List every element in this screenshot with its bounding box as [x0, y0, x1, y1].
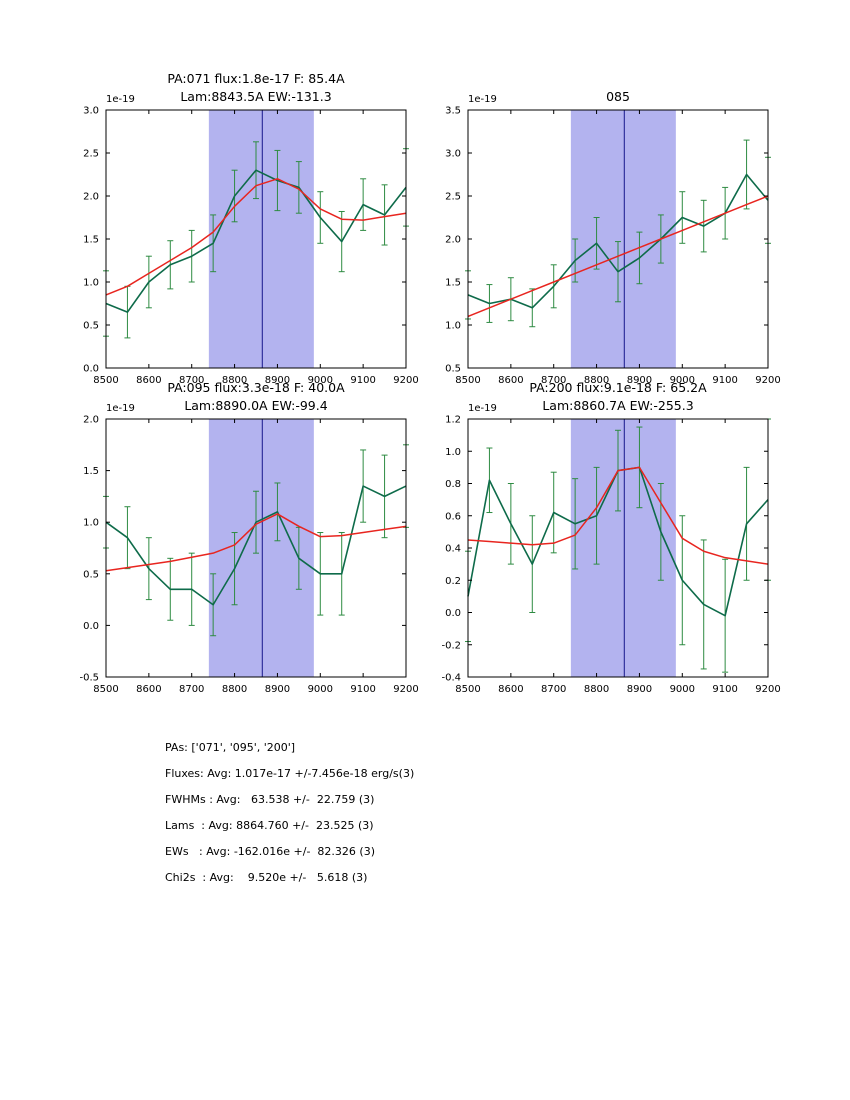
svg-text:8800: 8800: [222, 375, 247, 386]
svg-text:1e-19: 1e-19: [468, 94, 497, 105]
svg-text:0.0: 0.0: [83, 364, 99, 375]
svg-text:9100: 9100: [712, 684, 737, 695]
svg-text:1e-19: 1e-19: [468, 403, 497, 414]
summary-line-fluxes: Fluxes: Avg: 1.017e-17 +/-7.456e-18 erg/…: [165, 767, 415, 780]
svg-text:8800: 8800: [584, 684, 609, 695]
subplot-085-chart: 8500 8600 8700 8800 8900 9000 9100 9200 0.5 1.0 1.…: [445, 89, 781, 386]
svg-text:8800: 8800: [222, 684, 247, 695]
svg-text:8500: 8500: [93, 684, 118, 695]
svg-text:8900: 8900: [265, 684, 290, 695]
svg-text:3.0: 3.0: [83, 106, 99, 117]
svg-text:3.5: 3.5: [445, 106, 461, 117]
svg-text:9200: 9200: [393, 375, 418, 386]
svg-text:-0.2: -0.2: [441, 640, 461, 651]
svg-text:Lam:8890.0A EW:-99.4: Lam:8890.0A EW:-99.4: [184, 398, 327, 413]
svg-text:8700: 8700: [179, 684, 204, 695]
svg-text:Lam:8843.5A EW:-131.3: Lam:8843.5A EW:-131.3: [180, 89, 331, 104]
svg-text:8800: 8800: [584, 375, 609, 386]
svg-text:1.0: 1.0: [83, 518, 99, 529]
svg-text:8700: 8700: [541, 375, 566, 386]
svg-text:9000: 9000: [670, 684, 695, 695]
svg-text:9000: 9000: [308, 684, 333, 695]
svg-text:9000: 9000: [308, 375, 333, 386]
svg-text:0.2: 0.2: [445, 576, 461, 587]
summary-text-block: PAs: ['071', '095', '200'] Fluxes: Avg: …: [165, 740, 414, 896]
svg-text:1.5: 1.5: [83, 466, 99, 477]
svg-text:PA:071 flux:1.8e-17 F: 85.4A: PA:071 flux:1.8e-17 F: 85.4A: [167, 71, 345, 86]
svg-text:0.4: 0.4: [445, 544, 461, 555]
summary-line-lams: Lams : Avg: 8864.760 +/- 23.525 (3): [165, 819, 374, 832]
svg-text:PA:200 flux:9.1e-18 F: 65.2A: PA:200 flux:9.1e-18 F: 65.2A: [529, 380, 707, 395]
svg-text:Lam:8860.7A EW:-255.3: Lam:8860.7A EW:-255.3: [542, 398, 693, 413]
svg-text:2.0: 2.0: [83, 192, 99, 203]
svg-text:2.0: 2.0: [445, 235, 461, 246]
svg-text:1e-19: 1e-19: [106, 94, 135, 105]
svg-text:0.6: 0.6: [445, 511, 461, 522]
svg-text:8600: 8600: [136, 684, 161, 695]
svg-text:-0.4: -0.4: [441, 673, 461, 684]
subplot-pa095-chart: 8500 8600 8700 8800 8900 9000 9100 9200 -0.5 0.0 0…: [79, 380, 418, 695]
svg-text:0.5: 0.5: [83, 321, 99, 332]
svg-text:1e-19: 1e-19: [106, 403, 135, 414]
svg-text:0.5: 0.5: [83, 569, 99, 580]
svg-text:-0.5: -0.5: [79, 673, 99, 684]
svg-text:0.5: 0.5: [445, 364, 461, 375]
summary-line-fwhms: FWHMs : Avg: 63.538 +/- 22.759 (3): [165, 793, 375, 806]
svg-text:1.0: 1.0: [445, 447, 461, 458]
svg-text:PA:095 flux:3.3e-18 F: 40.0A: PA:095 flux:3.3e-18 F: 40.0A: [167, 380, 345, 395]
svg-text:8600: 8600: [498, 375, 523, 386]
svg-text:085: 085: [606, 89, 630, 104]
svg-text:1.5: 1.5: [445, 278, 461, 289]
svg-text:2.5: 2.5: [83, 149, 99, 160]
svg-text:9100: 9100: [712, 375, 737, 386]
svg-text:1.5: 1.5: [83, 235, 99, 246]
svg-text:8600: 8600: [136, 375, 161, 386]
svg-text:0.0: 0.0: [445, 608, 461, 619]
summary-line-pas: PAs: ['071', '095', '200']: [165, 741, 296, 754]
svg-text:3.0: 3.0: [445, 149, 461, 160]
svg-text:8500: 8500: [93, 375, 118, 386]
svg-text:8900: 8900: [627, 684, 652, 695]
svg-text:9200: 9200: [755, 375, 780, 386]
svg-text:8900: 8900: [265, 375, 290, 386]
summary-line-chi2s: Chi2s : Avg: 9.520e +/- 5.618 (3): [165, 871, 368, 884]
subplot-pa200-chart: 8500 8600 8700 8800 8900 9000 9100 9200 -0.4 -0.2…: [441, 380, 780, 695]
svg-text:1.0: 1.0: [445, 321, 461, 332]
summary-line-ews: EWs : Avg: -162.016e +/- 82.326 (3): [165, 845, 375, 858]
svg-text:8900: 8900: [627, 375, 652, 386]
svg-text:8600: 8600: [498, 684, 523, 695]
svg-text:9100: 9100: [350, 375, 375, 386]
svg-text:0.0: 0.0: [83, 621, 99, 632]
svg-text:0.8: 0.8: [445, 479, 461, 490]
svg-text:8500: 8500: [455, 684, 480, 695]
svg-text:9000: 9000: [670, 375, 695, 386]
subplot-pa071-chart: 8500 8600 8700 8800 8900 9000 9100 9200 0.0 0.5 1.…: [83, 71, 419, 386]
svg-text:8500: 8500: [455, 375, 480, 386]
svg-text:1.0: 1.0: [83, 278, 99, 289]
svg-text:8700: 8700: [541, 684, 566, 695]
svg-text:8700: 8700: [179, 375, 204, 386]
svg-text:9200: 9200: [393, 684, 418, 695]
svg-text:9200: 9200: [755, 684, 780, 695]
svg-text:2.5: 2.5: [445, 192, 461, 203]
svg-text:9100: 9100: [350, 684, 375, 695]
svg-text:2.0: 2.0: [83, 415, 99, 426]
svg-text:1.2: 1.2: [445, 415, 461, 426]
